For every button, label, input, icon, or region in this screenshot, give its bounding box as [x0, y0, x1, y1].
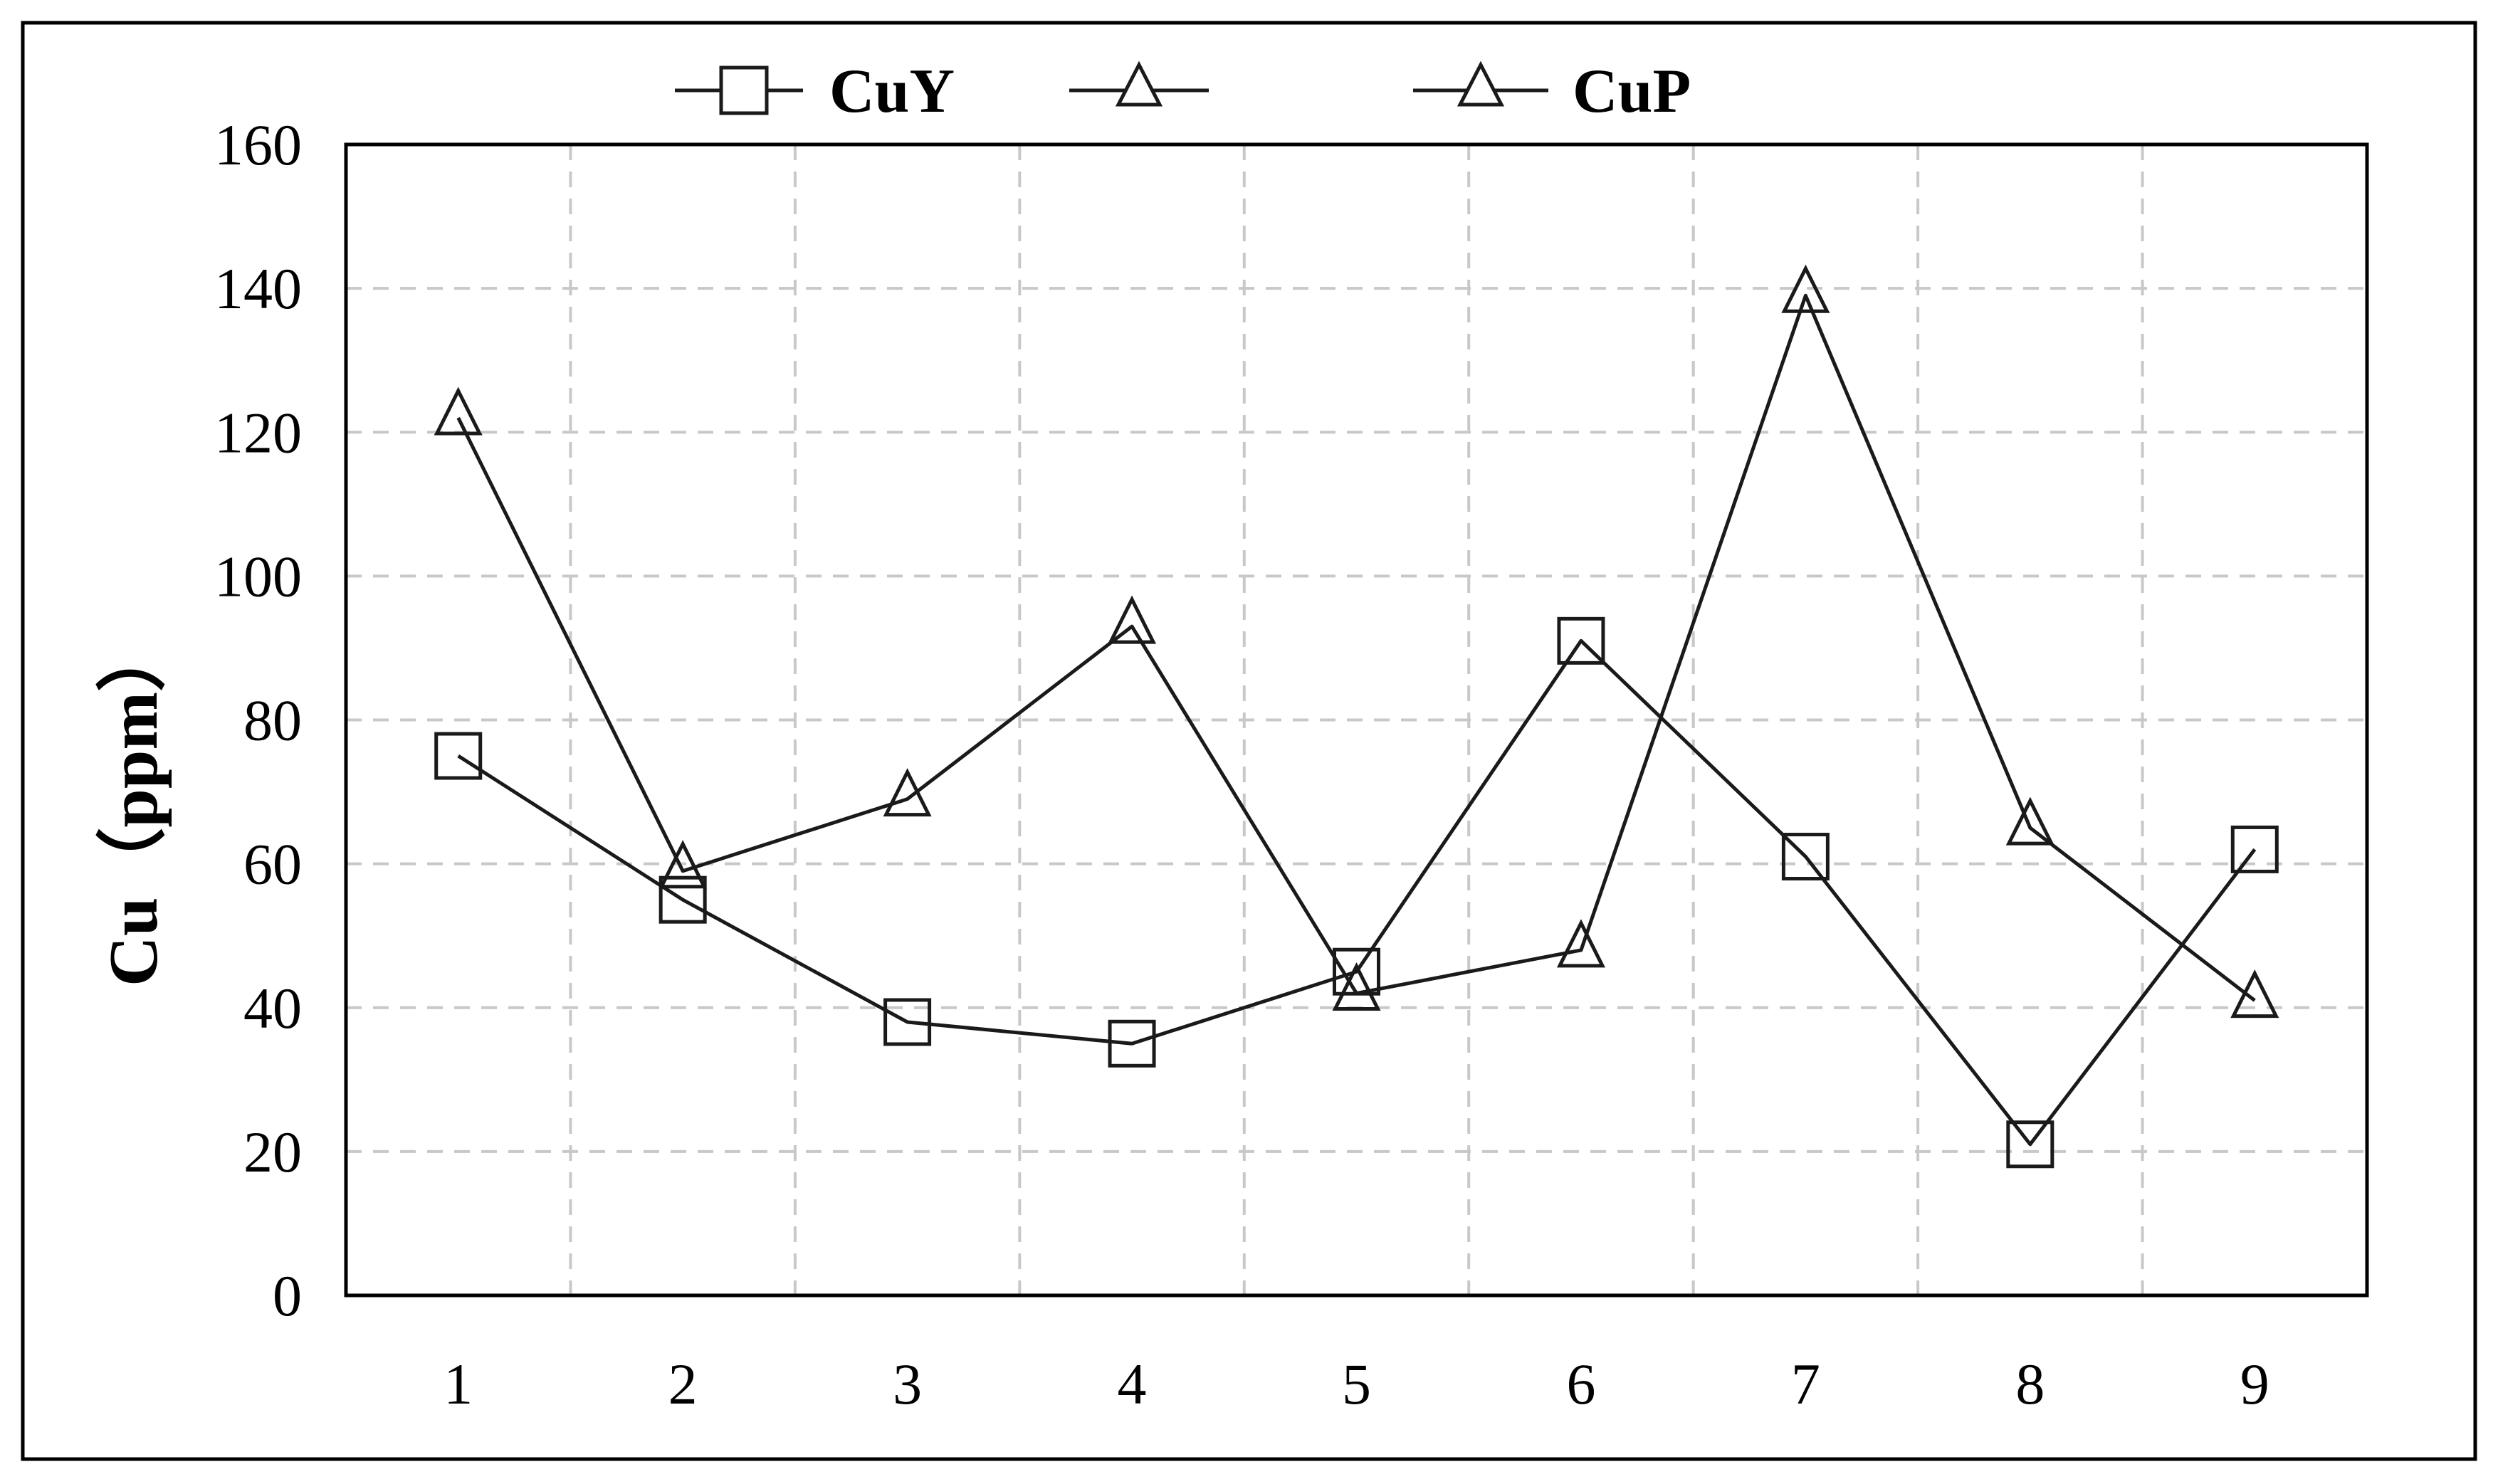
data-point-square — [1108, 1019, 1156, 1068]
legend: CuY CuP — [675, 57, 1691, 126]
data-point-square — [2006, 1120, 2054, 1169]
y-tick-label: 100 — [214, 544, 302, 609]
y-tick-label: 80 — [243, 688, 302, 753]
data-point-triangle — [2230, 969, 2279, 1019]
x-tick-label: 4 — [1118, 1352, 1147, 1416]
data-point-triangle — [1108, 595, 1157, 644]
y-tick-label: 0 — [273, 1263, 302, 1328]
x-tick-label: 8 — [2015, 1352, 2045, 1416]
series-line-1 — [457, 638, 2257, 1147]
legend-marker-triangle — [1115, 60, 1163, 107]
legend-label-cuy: CuY — [829, 57, 955, 126]
outer-frame — [21, 21, 2477, 1461]
y-tick-label: 40 — [243, 976, 302, 1041]
y-tick-label: 20 — [243, 1120, 302, 1184]
y-tick-label: 140 — [214, 256, 302, 321]
y-axis-title: Cu（ppm） — [95, 622, 172, 986]
data-point-triangle — [1332, 962, 1381, 1011]
data-point-square — [1781, 833, 1830, 881]
data-point-square — [883, 998, 932, 1046]
data-point-square — [1557, 616, 1605, 665]
data-point-square — [2230, 825, 2279, 873]
data-point-triangle — [1781, 264, 1830, 313]
y-tick-label: 160 — [214, 112, 302, 177]
data-point-triangle — [434, 386, 483, 436]
x-tick-label: 3 — [893, 1352, 922, 1416]
series-group — [434, 264, 2279, 1169]
plot-area-frame — [344, 142, 2369, 1298]
data-point-triangle — [1556, 919, 1605, 968]
x-tick-label: 9 — [2240, 1352, 2269, 1416]
legend-label-cup: CuP — [1573, 57, 1691, 126]
y-tick-label: 60 — [243, 832, 302, 897]
legend-marker-square — [719, 65, 769, 115]
grid — [346, 144, 2367, 1295]
y-tick-label: 120 — [214, 400, 302, 465]
data-point-triangle — [2005, 796, 2054, 846]
x-tick-label: 5 — [1342, 1352, 1371, 1416]
data-point-square — [434, 732, 483, 780]
data-point-triangle — [658, 840, 708, 889]
x-tick-label: 2 — [668, 1352, 698, 1416]
x-tick-label: 1 — [444, 1352, 473, 1416]
x-tick-label: 6 — [1566, 1352, 1595, 1416]
legend-marker-triangle — [1457, 60, 1505, 107]
tick-labels: 0 20 40 60 80 100 120 140 160 1 2 3 4 5 6 7 8 9 — [214, 112, 2269, 1416]
series-line-2 — [456, 293, 2256, 1002]
data-point-square — [658, 875, 707, 924]
data-point-triangle — [883, 768, 932, 817]
x-tick-label: 7 — [1791, 1352, 1820, 1416]
